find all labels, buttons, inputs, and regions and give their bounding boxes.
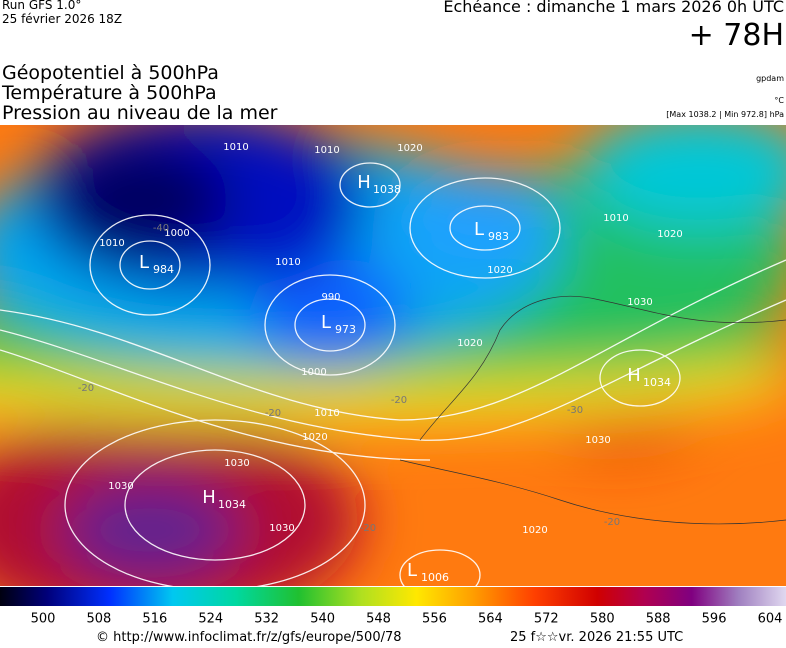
- isobar-label: 1030: [224, 458, 249, 469]
- isobar-label: 1020: [457, 338, 482, 349]
- run-date: 25 février 2026 18Z: [2, 12, 123, 26]
- center-type: H: [202, 487, 216, 508]
- colorbar-label: 596: [702, 612, 727, 627]
- colorbar-label: 540: [310, 612, 335, 627]
- colorbar-label: 500: [31, 612, 56, 627]
- center-type: L: [321, 312, 331, 333]
- lead-time: + 78H: [688, 18, 784, 53]
- temperature-label: -40: [153, 223, 169, 234]
- temperature-label: -20: [391, 395, 407, 406]
- isobar-label: 1010: [99, 238, 124, 249]
- isobar-label: 1010: [314, 408, 339, 419]
- isobar-label: 1030: [585, 435, 610, 446]
- map-field: [0, 125, 786, 586]
- center-value: 983: [488, 230, 509, 243]
- isobar-label: 1020: [397, 143, 422, 154]
- isobar-label: 1010: [275, 257, 300, 268]
- center-value: 984: [153, 263, 174, 276]
- colorbar-label: 564: [478, 612, 503, 627]
- colorbar-label: 556: [422, 612, 447, 627]
- colorbar-label: 580: [590, 612, 615, 627]
- center-type: L: [407, 560, 417, 581]
- center-value: 1034: [218, 498, 246, 511]
- isobar-label: 1010: [223, 142, 248, 153]
- temperature-label: -20: [360, 523, 376, 534]
- run: Run GFS 1.0°: [2, 0, 82, 12]
- credit: © http://www.infoclimat.fr/z/gfs/europe/…: [96, 630, 402, 645]
- colorbar-label: 588: [646, 612, 671, 627]
- temperature-label: -20: [78, 383, 94, 394]
- isobar-label: 1030: [269, 523, 294, 534]
- isobar-label: 1010: [314, 145, 339, 156]
- isobar-label: 1010: [603, 213, 628, 224]
- center-type: H: [357, 172, 371, 193]
- temperature-label: -20: [265, 408, 281, 419]
- center-type: H: [627, 365, 641, 386]
- unit: gpdam: [756, 74, 784, 83]
- center-type: L: [474, 219, 484, 240]
- temperature-label: -20: [604, 517, 620, 528]
- layer: Température à 500hPa: [2, 82, 217, 104]
- timestamp: 25 f☆☆vr. 2026 21:55 UTC: [510, 630, 684, 645]
- isobar-label: 1030: [627, 297, 652, 308]
- isobar-label: 1000: [164, 228, 189, 239]
- isobar-label: 1030: [108, 481, 133, 492]
- layer: Pression au niveau de la mer: [2, 102, 278, 124]
- isobar-label: 990: [321, 292, 340, 303]
- temperature-label: -30: [567, 405, 583, 416]
- isobar-label: 1000: [301, 367, 326, 378]
- isobar-label: 1020: [302, 432, 327, 443]
- center-value: 1038: [373, 183, 401, 196]
- colorbar-label: 516: [142, 612, 167, 627]
- colorbar-label: 572: [534, 612, 559, 627]
- colorbar-label: 524: [198, 612, 223, 627]
- center-value: 1034: [643, 376, 671, 389]
- isobar-label: 1020: [487, 265, 512, 276]
- colorbar: [0, 587, 786, 606]
- colorbar-label: 604: [758, 612, 783, 627]
- center-value: 973: [335, 323, 356, 336]
- colorbar-label: 508: [87, 612, 112, 627]
- unit: [Max 1038.2 | Min 972.8] hPa: [666, 110, 784, 119]
- unit: °C: [774, 96, 784, 105]
- isobar-label: 1020: [522, 525, 547, 536]
- layer: Géopotentiel à 500hPa: [2, 62, 219, 84]
- colorbar-label: 548: [366, 612, 391, 627]
- echeance: Echéance : dimanche 1 mars 2026 0h UTC: [443, 0, 784, 16]
- colorbar-label: 532: [254, 612, 279, 627]
- center-type: L: [139, 252, 149, 273]
- isobar-label: 1020: [657, 229, 682, 240]
- center-value: 1006: [421, 571, 449, 584]
